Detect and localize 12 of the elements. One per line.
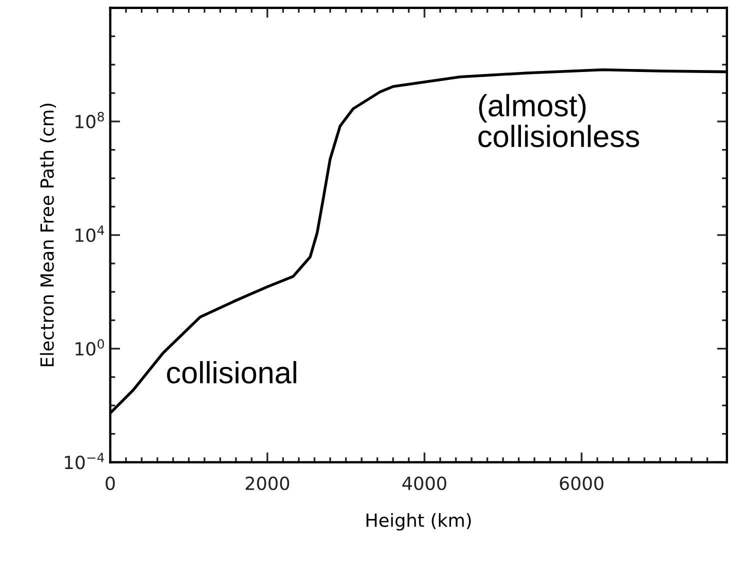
x-tick-label: 0 [106,476,115,490]
y-tick-label: 10$^{8}$ [76,112,104,128]
x-tick-label: 4000 [402,476,446,490]
annotation: (almost) collisionless [478,94,640,148]
x-tick-label: 2000 [246,476,290,490]
y-tick-label: 10$^{−4}$ [64,452,104,470]
y-tick-label: 10$^{0}$ [76,339,104,356]
y-axis-title: Electron Mean Free Path (cm) [40,104,56,366]
y-tick-label: 10$^{4}$ [76,226,104,242]
x-axis-title: Height (km) [366,513,471,531]
annotation: collisional [167,361,296,384]
x-tick-label: 6000 [560,476,604,490]
